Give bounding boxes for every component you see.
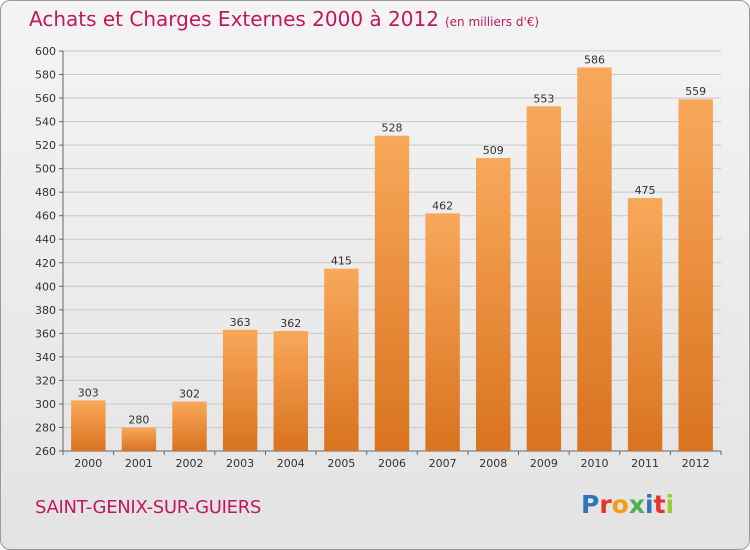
bar xyxy=(172,401,207,451)
bar-value-label: 586 xyxy=(584,53,605,66)
x-tick-label: 2001 xyxy=(125,457,153,470)
x-tick-label: 2004 xyxy=(277,457,305,470)
x-tick-label: 2006 xyxy=(378,457,406,470)
y-axis-ticks: 260 280 300 320 340 360 380 400 420 440 460 480 500 5… xyxy=(35,45,63,458)
bar xyxy=(121,427,157,451)
logo-letter: P xyxy=(581,490,600,519)
y-tick-label: 460 xyxy=(35,210,56,223)
bar-value-label: 559 xyxy=(685,85,706,98)
proxiti-logo: Proxiti xyxy=(581,490,674,519)
bar xyxy=(577,67,612,452)
x-tick-label: 2003 xyxy=(226,457,254,470)
y-tick-label: 420 xyxy=(35,257,56,270)
x-tick-label: 2008 xyxy=(479,457,507,470)
bar xyxy=(425,213,460,451)
y-tick-label: 380 xyxy=(35,304,56,317)
y-tick-label: 400 xyxy=(35,280,56,293)
y-tick-label: 360 xyxy=(35,327,56,340)
x-tick-label: 2002 xyxy=(176,457,204,470)
chart-title: Achats et Charges Externes 2000 à 2012 (e… xyxy=(29,7,539,31)
logo-letter: o xyxy=(611,490,629,519)
y-tick-label: 320 xyxy=(35,374,56,387)
bar-value-label: 553 xyxy=(533,92,554,105)
x-tick-label: 2009 xyxy=(530,457,558,470)
bar-value-label: 303 xyxy=(78,386,99,399)
y-tick-label: 440 xyxy=(35,233,56,246)
commune-name: SAINT-GENIX-SUR-GUIERS xyxy=(35,497,262,518)
x-tick-label: 2000 xyxy=(74,457,102,470)
bar xyxy=(222,329,258,451)
y-tick-label: 560 xyxy=(35,92,56,105)
logo-letter: r xyxy=(599,490,612,519)
bar-value-label: 302 xyxy=(179,388,200,401)
bar-value-label: 363 xyxy=(230,316,251,329)
logo-letter: x xyxy=(628,490,645,519)
bar xyxy=(526,106,562,451)
y-tick-label: 600 xyxy=(35,45,56,58)
bar xyxy=(273,331,308,451)
bar xyxy=(627,198,663,451)
y-tick-label: 500 xyxy=(35,163,56,176)
bar-value-label: 415 xyxy=(331,255,352,268)
y-tick-label: 340 xyxy=(35,351,56,364)
logo-letter: t xyxy=(653,490,666,519)
bars: 303 280 302 363 362 415 528 462 509 553 586 475 559 xyxy=(71,53,713,452)
bar-value-label: 462 xyxy=(432,199,453,212)
bar xyxy=(71,400,106,451)
bar xyxy=(678,99,713,451)
bar-value-label: 509 xyxy=(483,144,504,157)
bar-value-label: 528 xyxy=(382,122,403,135)
x-tick-label: 2005 xyxy=(327,457,355,470)
logo-letter: i xyxy=(665,490,675,519)
y-tick-label: 280 xyxy=(35,421,56,434)
x-tick-label: 2007 xyxy=(429,457,457,470)
y-tick-label: 300 xyxy=(35,398,56,411)
bar-value-label: 362 xyxy=(280,317,301,330)
chart-subtitle: (en milliers d'€) xyxy=(444,15,540,29)
y-tick-label: 540 xyxy=(35,116,56,129)
x-tick-label: 2011 xyxy=(631,457,659,470)
y-tick-label: 580 xyxy=(35,69,56,82)
bar xyxy=(476,158,511,451)
chart-title-text: Achats et Charges Externes 2000 à 2012 xyxy=(29,7,439,31)
x-tick-label: 2012 xyxy=(682,457,710,470)
bar-value-label: 280 xyxy=(128,413,149,426)
bar xyxy=(324,268,359,451)
x-tick-label: 2010 xyxy=(580,457,608,470)
y-tick-label: 260 xyxy=(35,445,56,458)
y-tick-label: 520 xyxy=(35,139,56,152)
logo-letter: i xyxy=(645,490,654,519)
bar xyxy=(374,135,410,452)
bar-value-label: 475 xyxy=(635,184,656,197)
x-axis-ticks: 2000 2001 2002 2003 2004 2005 2006 2007 2008 2009… xyxy=(62,451,722,470)
y-tick-label: 480 xyxy=(35,186,56,199)
